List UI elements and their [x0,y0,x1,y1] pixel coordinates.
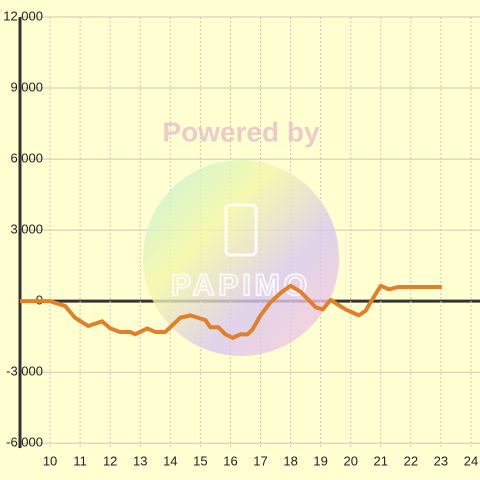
data-line [20,283,442,340]
y-tick-label: 12,000 [3,8,43,23]
watermark-title: Powered by [162,116,320,147]
watermark-logo: PAPIMO [171,269,311,302]
y-tick-label: 3,000 [10,222,43,237]
x-tick-label: 20 [343,453,357,468]
x-tick-label: 22 [404,453,418,468]
x-tick-label: 23 [434,453,448,468]
x-tick-label: 14 [163,453,177,468]
x-tick-label: 18 [283,453,297,468]
watermark-logo-circle [143,160,339,356]
x-tick-label: 21 [374,453,388,468]
x-tick-label: 16 [223,453,237,468]
x-tick-label: 24 [464,453,478,468]
x-tick-label: 19 [313,453,327,468]
x-tick-label: 11 [73,453,87,468]
x-tick-label: 12 [103,453,117,468]
y-tick-label: 6,000 [10,151,43,166]
x-tick-label: 13 [133,453,147,468]
x-tick-label: 17 [253,453,267,468]
x-tick-label: 15 [193,453,207,468]
watermark-icon [224,203,258,257]
y-tick-label: 9,000 [10,79,43,94]
y-tick-label: -3,000 [6,364,43,379]
x-tick-label: 10 [43,453,57,468]
y-tick-label: -6,000 [6,435,43,450]
